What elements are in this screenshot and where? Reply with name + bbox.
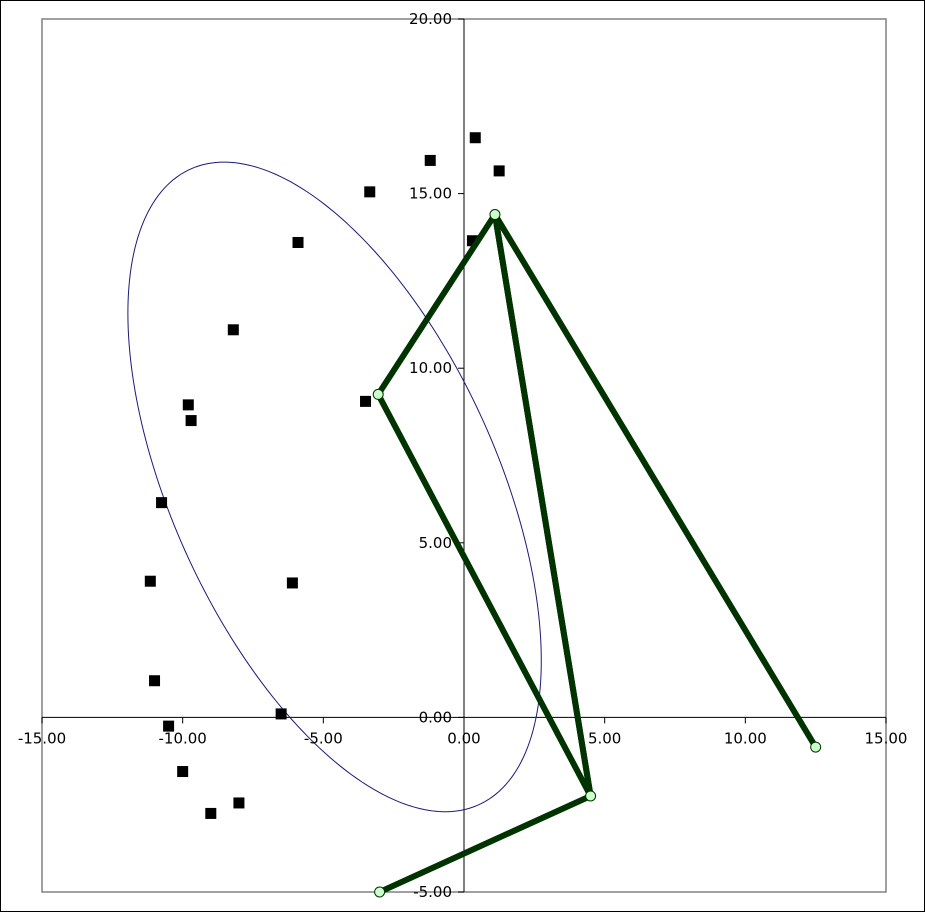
- y-tick-label: 5.00: [419, 534, 452, 552]
- linkage-bar: [375, 391, 594, 799]
- joints-layer: [372, 209, 822, 898]
- data-point: [144, 575, 156, 587]
- x-tick-label: -10.00: [158, 729, 206, 747]
- y-tick-label: 0.00: [419, 708, 452, 726]
- joint-marker: [374, 886, 386, 898]
- tick-labels: -15.00 -10.00 -5.00 0.00 5.00 10.00 15.00 -5.00…: [18, 10, 908, 901]
- linkage-bar: [375, 211, 498, 398]
- data-point: [275, 708, 287, 720]
- data-point: [292, 236, 304, 248]
- y-tick-label: 20.00: [409, 10, 452, 28]
- data-point: [163, 720, 175, 732]
- data-point: [182, 399, 194, 411]
- data-point: [493, 165, 505, 177]
- data-point: [185, 415, 197, 427]
- linkage-bar: [491, 211, 819, 751]
- x-tick-label: 15.00: [865, 729, 908, 747]
- data-point: [286, 577, 298, 589]
- joint-marker: [585, 790, 597, 802]
- x-tick-label: -5.00: [304, 729, 343, 747]
- data-point: [469, 132, 481, 144]
- x-tick-label: 0.00: [447, 729, 480, 747]
- y-tick-label: 15.00: [409, 185, 452, 203]
- data-point: [466, 235, 478, 247]
- data-point: [177, 766, 189, 778]
- y-tick-label: 10.00: [409, 359, 452, 377]
- joint-marker: [489, 209, 501, 221]
- data-point: [205, 807, 217, 819]
- data-point: [364, 186, 376, 198]
- linkage-bar: [376, 792, 594, 895]
- points-layer: [144, 132, 505, 819]
- data-point: [149, 675, 161, 687]
- data-point: [360, 395, 372, 407]
- x-tick-label: 10.00: [724, 729, 767, 747]
- y-tick-label: -5.00: [413, 883, 452, 901]
- joint-marker: [372, 388, 384, 400]
- data-point: [233, 797, 245, 809]
- data-point: [227, 324, 239, 336]
- data-point: [156, 497, 168, 509]
- x-tick-label: 5.00: [588, 729, 621, 747]
- data-point: [424, 154, 436, 166]
- joint-marker: [810, 741, 822, 753]
- linkage-bar: [491, 211, 594, 799]
- x-tick-label: -15.00: [18, 729, 66, 747]
- linkage-layer: [375, 211, 819, 895]
